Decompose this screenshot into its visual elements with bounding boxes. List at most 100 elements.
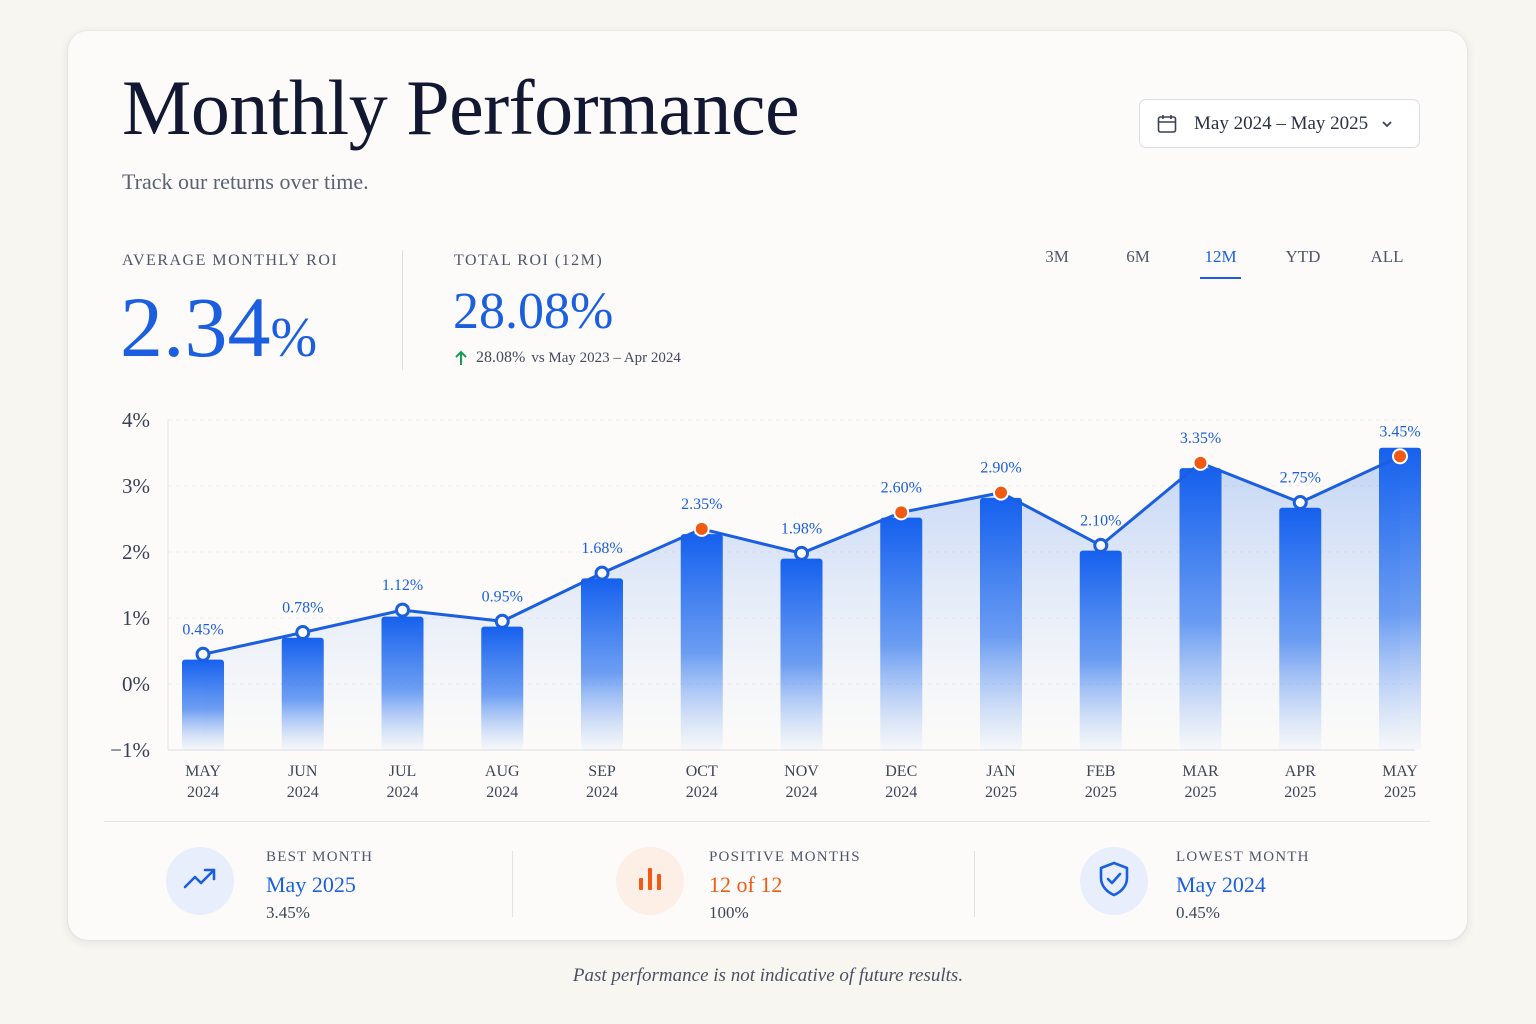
- delta-value: 28.08%: [476, 349, 526, 366]
- roi-chart: 4% 3% 2% 1% 0% −1% 0.45% 0.78% 1.12% 0.95% 1.68% 2.…: [110, 408, 1421, 801]
- x-tick-label: FEB 2025: [1085, 763, 1117, 801]
- avg-roi-value: 2.34%: [120, 284, 317, 370]
- x-tick-label: MAY 2024: [185, 763, 221, 801]
- bar-chart-icon: [632, 861, 668, 902]
- stat-separator: [512, 851, 513, 917]
- best-month-value: May 2025: [266, 872, 356, 897]
- best-month-label: BEST MONTH: [266, 849, 374, 865]
- x-tick-label: NOV 2024: [784, 763, 819, 801]
- arrow-up-icon: [454, 350, 468, 366]
- bar: [281, 637, 324, 750]
- data-label: 0.95%: [482, 588, 523, 605]
- avg-roi-label: AVERAGE MONTHLY ROI: [122, 252, 339, 269]
- tab-6m[interactable]: 6M: [1126, 247, 1150, 266]
- x-tick-label: AUG 2024: [485, 763, 520, 801]
- disclaimer-footnote: Past performance is not indicative of fu…: [572, 965, 964, 986]
- data-point-highlight[interactable]: [893, 504, 910, 521]
- kpi-divider: [402, 250, 403, 370]
- bar: [680, 534, 723, 750]
- data-label: 0.45%: [182, 621, 223, 638]
- data-label: 2.60%: [881, 479, 922, 496]
- bar: [182, 659, 224, 750]
- data-point-highlight[interactable]: [693, 520, 710, 537]
- bar: [780, 558, 823, 750]
- best-month-sub: 3.45%: [266, 903, 310, 922]
- tab-all[interactable]: ALL: [1370, 247, 1404, 266]
- bar: [1379, 447, 1421, 750]
- x-tick-label: SEP 2024: [586, 763, 618, 801]
- data-label: 1.68%: [581, 540, 622, 557]
- avg-roi-number: 2.34: [120, 279, 271, 375]
- x-tick-label: JUL 2024: [387, 763, 419, 801]
- delta-comparison: vs May 2023 – Apr 2024: [531, 349, 681, 366]
- tab-12m[interactable]: 12M: [1200, 247, 1241, 279]
- x-tick-label: JUN 2024: [287, 763, 319, 801]
- total-roi-value: 28.08%: [453, 283, 614, 340]
- data-label: 2.10%: [1080, 512, 1121, 529]
- data-point[interactable]: [1093, 537, 1109, 553]
- avg-roi-unit: %: [270, 307, 318, 369]
- y-tick-label: 2%: [122, 540, 150, 564]
- x-tick-label: OCT 2024: [686, 763, 718, 801]
- data-label: 2.35%: [681, 496, 722, 513]
- data-point-highlight[interactable]: [1392, 448, 1408, 465]
- data-label: 3.35%: [1180, 430, 1221, 447]
- page-subtitle: Track our returns over time.: [122, 169, 369, 194]
- y-tick-label: 3%: [122, 474, 150, 498]
- data-point[interactable]: [195, 646, 211, 662]
- bar: [481, 626, 524, 750]
- data-label: 0.78%: [282, 600, 323, 617]
- bar: [1079, 550, 1122, 750]
- data-point[interactable]: [794, 545, 809, 561]
- data-point[interactable]: [295, 625, 311, 641]
- y-tick-label: −1%: [110, 738, 150, 762]
- x-tick-label: MAY 2025: [1382, 763, 1418, 801]
- bar: [1279, 507, 1322, 750]
- tab-3m[interactable]: 3M: [1045, 247, 1069, 266]
- bar: [581, 578, 623, 750]
- page-title: Monthly Performance: [122, 64, 800, 151]
- bar: [1179, 468, 1222, 750]
- performance-card: Monthly Performance Track our returns ov…: [68, 31, 1467, 940]
- x-tick-label: APR 2025: [1284, 763, 1316, 801]
- data-point[interactable]: [494, 613, 510, 629]
- bar: [880, 517, 923, 750]
- stat-separator: [974, 851, 975, 917]
- trend-up-icon: [181, 860, 219, 903]
- data-label: 1.98%: [781, 520, 822, 537]
- lowest-month-label: LOWEST MONTH: [1176, 849, 1310, 865]
- data-point[interactable]: [594, 565, 610, 581]
- data-label: 2.75%: [1280, 470, 1321, 487]
- y-tick-label: 0%: [122, 672, 150, 696]
- x-tick-label: DEC 2024: [885, 763, 917, 801]
- best-month-badge: [166, 847, 234, 915]
- x-tick-label: JAN 2025: [985, 763, 1017, 801]
- positive-months-sub: 100%: [709, 903, 749, 922]
- chevron-down-icon: [1380, 117, 1394, 131]
- data-label: 3.45%: [1379, 423, 1420, 440]
- shield-check-icon: [1094, 859, 1134, 904]
- bar: [381, 616, 424, 750]
- total-roi-delta: 28.08% vs May 2023 – Apr 2024: [454, 349, 681, 367]
- y-tick-label: 1%: [122, 606, 150, 630]
- x-tick-label: MAR 2025: [1182, 763, 1219, 801]
- data-point-highlight[interactable]: [993, 484, 1009, 501]
- date-range-value: May 2024 – May 2025: [1194, 112, 1369, 134]
- lowest-month-sub: 0.45%: [1176, 903, 1220, 922]
- data-label: 2.90%: [980, 460, 1021, 477]
- data-point-highlight[interactable]: [1192, 454, 1209, 471]
- lowest-month-badge: [1080, 847, 1148, 915]
- total-roi-label: TOTAL ROI (12M): [454, 252, 604, 269]
- positive-months-value: 12 of 12: [709, 872, 783, 897]
- date-range-select[interactable]: May 2024 – May 2025: [1139, 99, 1420, 148]
- positive-months-label: POSITIVE MONTHS: [709, 849, 861, 865]
- positive-months-badge: [616, 847, 684, 915]
- calendar-icon: [1156, 113, 1178, 135]
- data-point[interactable]: [395, 602, 410, 618]
- data-point[interactable]: [1292, 495, 1308, 510]
- y-tick-label: 4%: [122, 408, 150, 432]
- data-label: 1.12%: [382, 577, 423, 594]
- lowest-month-value: May 2024: [1176, 872, 1266, 897]
- stats-divider: [104, 821, 1430, 822]
- tab-ytd[interactable]: YTD: [1285, 247, 1321, 266]
